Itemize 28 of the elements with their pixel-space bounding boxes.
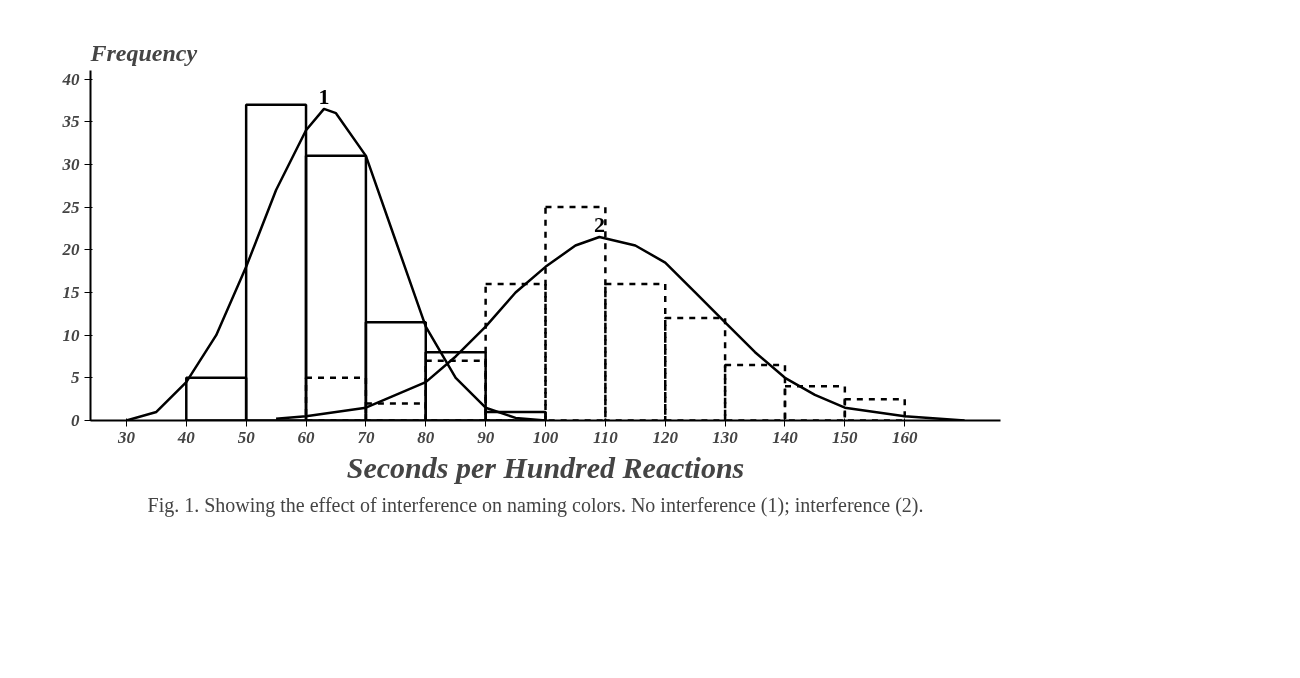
x-axis-title: Seconds per Hundred Reactions xyxy=(346,450,745,484)
x-tick-label: 140 xyxy=(772,427,799,447)
x-tick-label: 100 xyxy=(532,427,559,447)
x-tick-label: 90 xyxy=(477,427,495,447)
y-tick-label: 15 xyxy=(62,282,80,302)
series-label: 1 xyxy=(318,83,330,109)
y-tick-label: 30 xyxy=(61,154,80,174)
y-tick-label: 40 xyxy=(61,69,80,89)
x-tick-label: 120 xyxy=(652,427,679,447)
y-tick-label: 5 xyxy=(71,368,80,388)
x-tick-label: 130 xyxy=(712,427,739,447)
y-tick-label: 20 xyxy=(61,240,80,260)
series-label: 2 xyxy=(593,211,605,237)
y-axis-title: Frequency xyxy=(89,39,198,66)
x-tick-label: 150 xyxy=(832,427,859,447)
x-tick-label: 160 xyxy=(891,427,918,447)
x-tick-label: 110 xyxy=(593,427,619,447)
x-tick-label: 40 xyxy=(176,427,196,447)
x-tick-label: 30 xyxy=(116,427,136,447)
y-tick-label: 0 xyxy=(71,411,80,430)
y-tick-label: 10 xyxy=(62,325,80,345)
y-tick-label: 25 xyxy=(61,197,80,217)
y-tick-label: 35 xyxy=(61,112,80,132)
x-tick-label: 50 xyxy=(237,427,256,447)
caption: Fig. 1. Showing the effect of interference on naming colors. No interference (1); interference (2). xyxy=(147,493,924,517)
x-tick-label: 80 xyxy=(417,427,435,447)
x-tick-label: 70 xyxy=(357,427,375,447)
x-tick-label: 60 xyxy=(297,427,316,447)
